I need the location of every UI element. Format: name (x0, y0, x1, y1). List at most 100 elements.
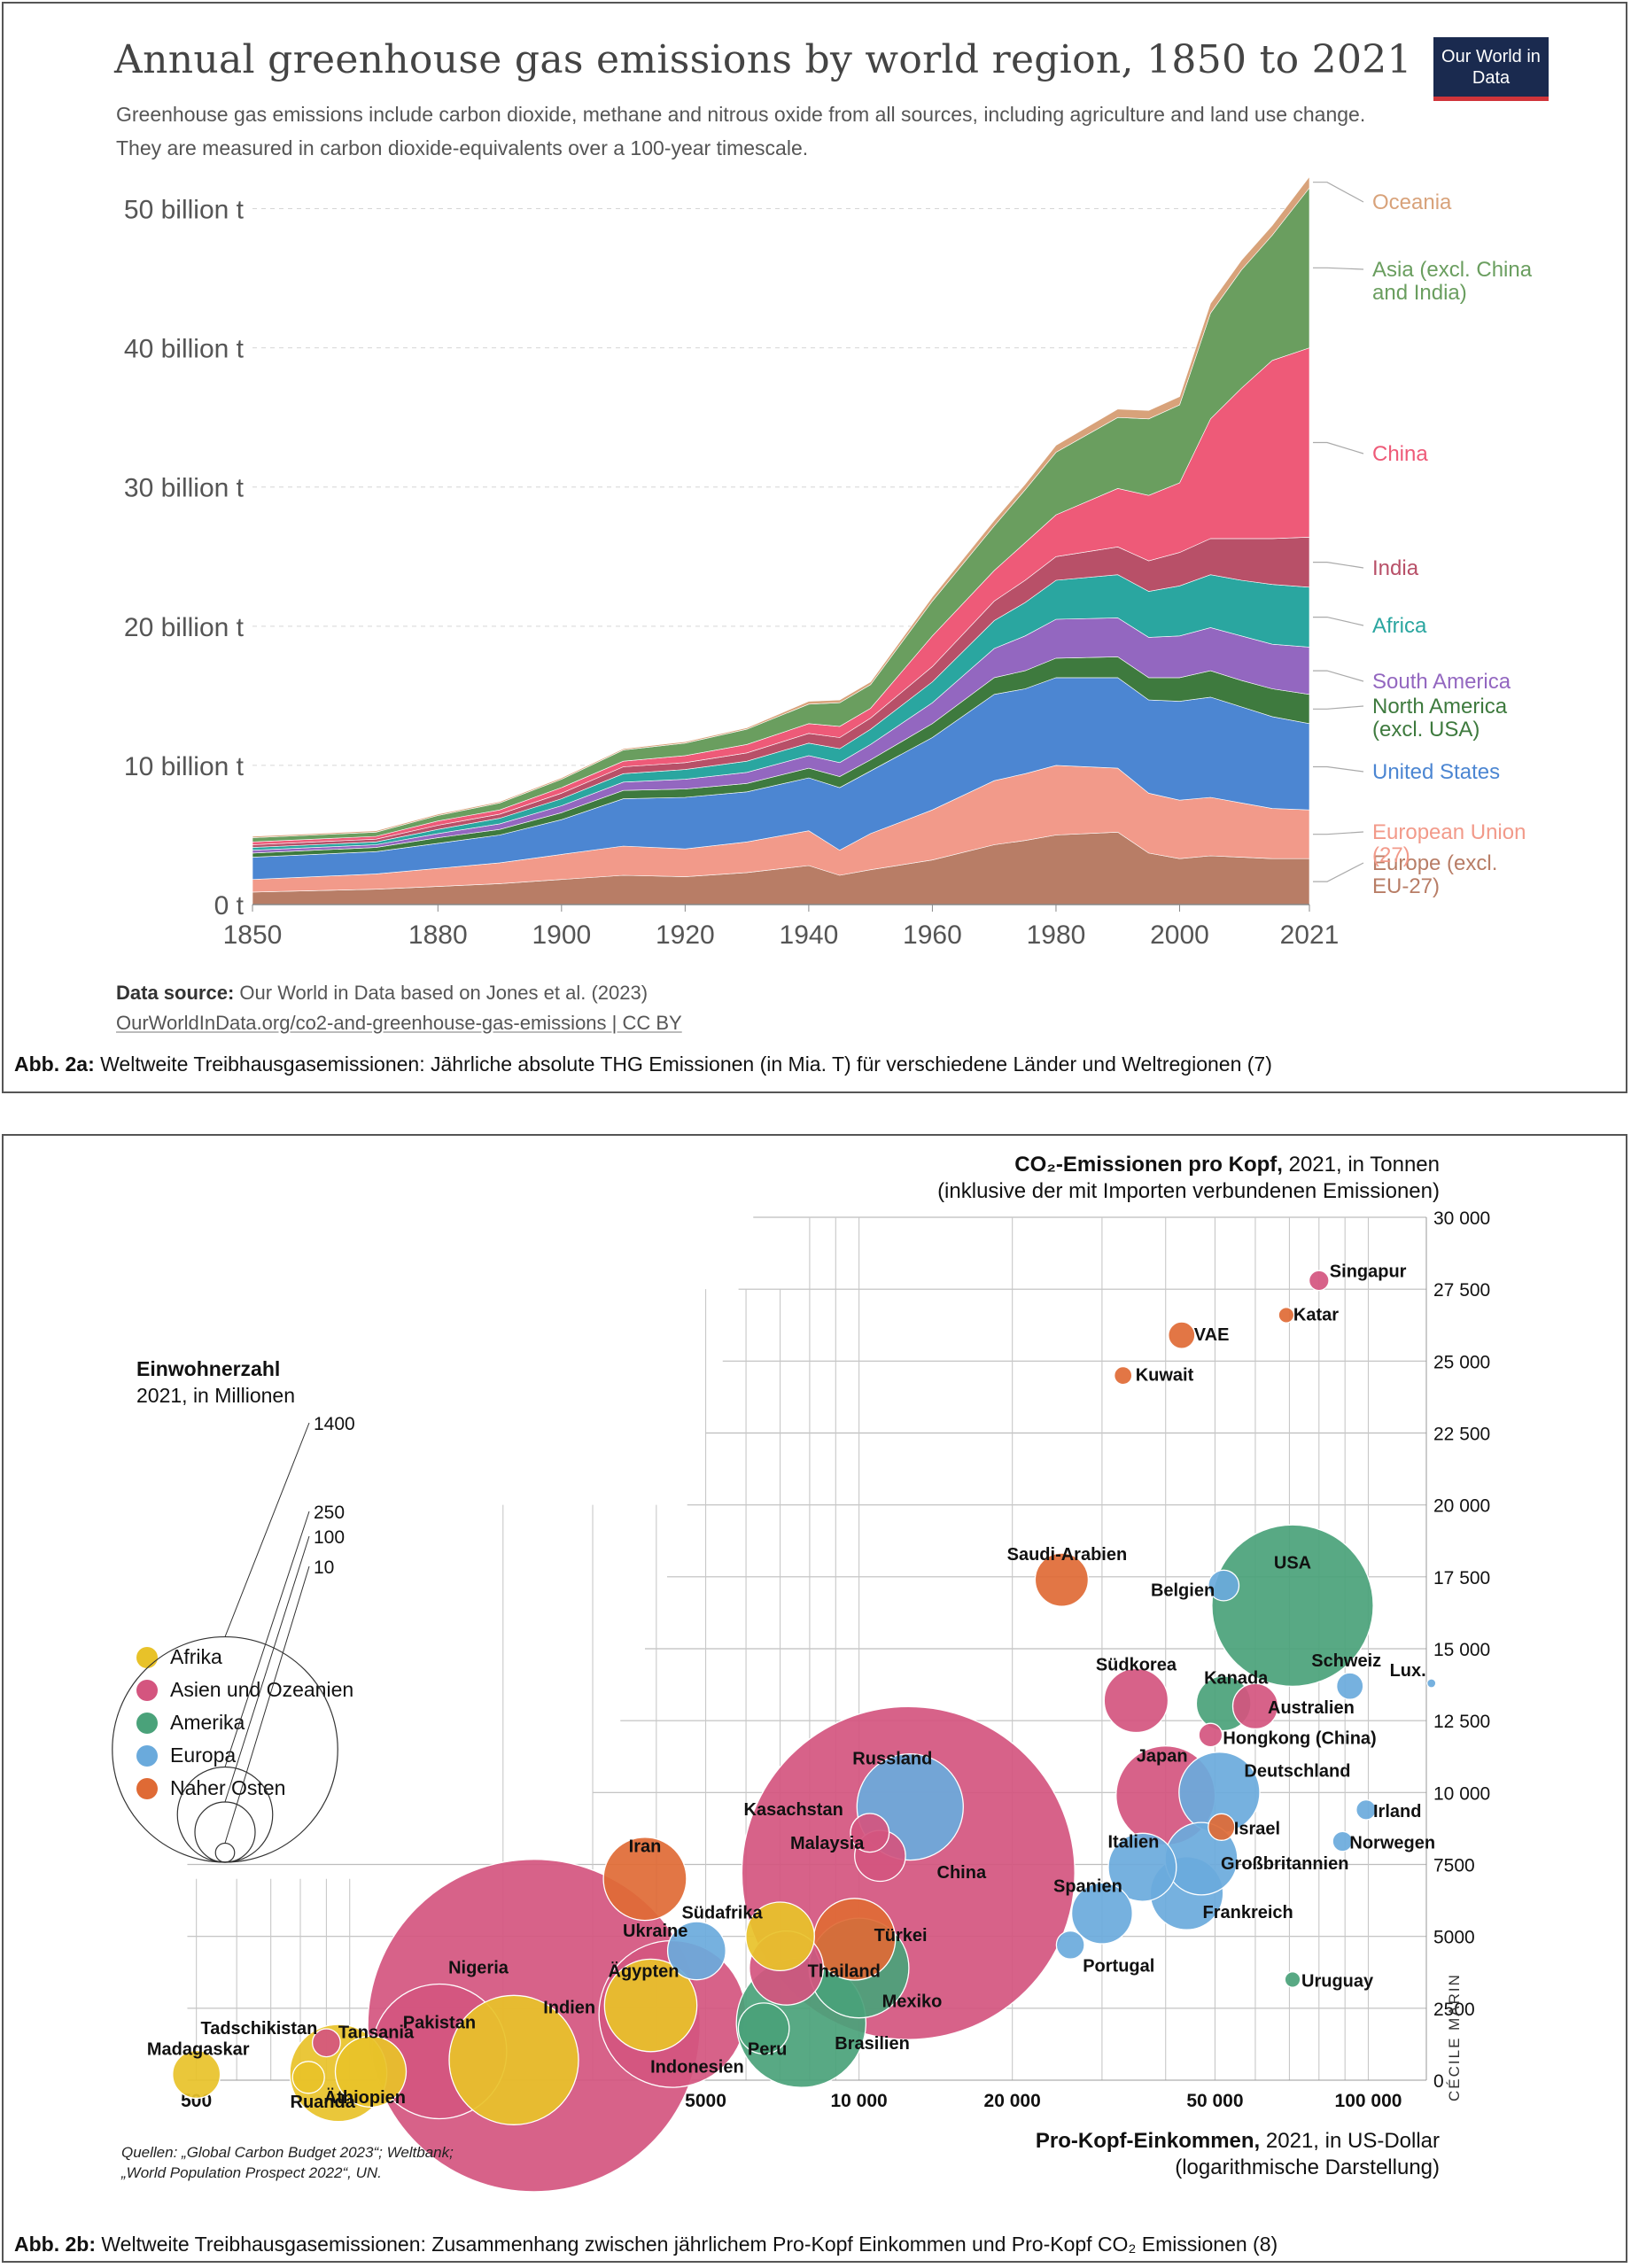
bubble-katar[interactable] (1278, 1307, 1295, 1324)
area-oceania[interactable] (252, 175, 1310, 838)
series-label-line: Asia (excl. China (1372, 258, 1533, 282)
y-tick-label: 30 000 (1433, 1208, 1490, 1229)
bubble-hongkong-china[interactable] (1198, 1722, 1223, 1748)
bubble-nigeria[interactable] (448, 1994, 579, 2125)
bubble-label-indien: Indien (543, 1998, 595, 2017)
series-label-india: India (1372, 556, 1419, 580)
series-label-line: India (1372, 556, 1419, 580)
bubble-peru[interactable] (737, 2002, 790, 2054)
bubble-label-israel: Israel (1234, 1819, 1280, 1838)
bubble-ukraine[interactable] (666, 1921, 726, 1981)
legend-label: Naher Osten (170, 1776, 286, 1799)
size-legend-circle (214, 1842, 236, 1863)
bubble-iran[interactable] (602, 1837, 687, 1922)
legend-item-europa: Europa (136, 1739, 353, 1772)
y-tick-label: 12 500 (1433, 1712, 1490, 1732)
y-axis-title: CO₂-Emissionen pro Kopf, 2021, in Tonnen… (937, 1152, 1440, 1205)
label-leader-line (1313, 831, 1364, 835)
bubble-norwegen[interactable] (1332, 1830, 1354, 1852)
source-url[interactable]: OurWorldInData.org/co2-and-greenhouse-ga… (116, 1012, 682, 1034)
y-tick-label: 0 (1433, 2071, 1444, 2092)
x-tick-label: 2000 (1150, 920, 1209, 950)
x-tick-label: 100 000 (1335, 2091, 1402, 2111)
size-legend-circle (112, 1635, 338, 1863)
caption-a-label: Abb. 2a: (14, 1052, 95, 1076)
bubble-lux[interactable] (1426, 1678, 1437, 1689)
size-legend-leader (224, 1565, 310, 1844)
series-label-asia-excl-china-and-india: Asia (excl. China and India) (1372, 258, 1533, 305)
bubble-sudkorea[interactable] (1103, 1667, 1169, 1734)
bubble-label-irland: Irland (1373, 1802, 1421, 1821)
author-credit: CÉCILE MARIN (1446, 1973, 1463, 2101)
x-tick-label: 1850 (223, 920, 283, 950)
label-leader-line (1313, 616, 1364, 626)
size-legend-label: 10 (314, 1557, 334, 1578)
legend-swatch (136, 1744, 158, 1767)
legend-swatch (136, 1646, 158, 1668)
bubble-label-athiopien: Äthiopien (324, 2087, 406, 2108)
x-axis-title-bold: Pro-Kopf-Einkommen, (1035, 2129, 1261, 2153)
size-legend-title: Einwohnerzahl 2021, in Millionen (136, 1355, 295, 1409)
legend-label: Europa (170, 1744, 237, 1767)
bubble-label-italien: Italien (1108, 1833, 1160, 1852)
bubble-label-tadschikistan: Tadschikistan (200, 2019, 317, 2039)
x-tick-label: 20 000 (984, 2091, 1041, 2111)
bubble-australien[interactable] (1231, 1682, 1279, 1730)
series-label-line: European Union (1372, 820, 1526, 844)
bubble-ruanda[interactable] (291, 2061, 325, 2094)
bubble-agypten[interactable] (603, 1958, 698, 2053)
panel-area-chart: Annual greenhouse gas emissions by world… (2, 2, 1627, 1093)
bubble-label-portugal: Portugal (1083, 1956, 1154, 1976)
series-label-line: North America (1372, 695, 1508, 718)
bubble-saudi-arabien[interactable] (1034, 1552, 1090, 1607)
bubble-irland[interactable] (1355, 1798, 1377, 1821)
x-tick-label: 10 000 (830, 2091, 887, 2111)
bubble-portugal[interactable] (1055, 1930, 1085, 1960)
bubble-label-kanada: Kanada (1204, 1669, 1269, 1689)
bubble-belgien[interactable] (1208, 1569, 1240, 1602)
size-legend-sub: 2021, in Millionen (136, 1384, 296, 1407)
size-legend-leader (224, 1511, 310, 1767)
bubble-usa[interactable] (1211, 1524, 1374, 1688)
bubble-kasachstan[interactable] (850, 1813, 890, 1853)
size-legend-label: 250 (314, 1503, 345, 1523)
bubble-spanien[interactable] (1070, 1882, 1133, 1945)
x-tick-label: 50 000 (1186, 2091, 1243, 2111)
caption-b-text: Weltweite Treibhausgasemissionen: Zusamm… (101, 2233, 1278, 2256)
bubble-madagaskar[interactable] (172, 2049, 221, 2100)
bubble-sudafrika[interactable] (745, 1901, 815, 1972)
legend-label: Asien und Ozeanien (170, 1678, 354, 1701)
size-legend-label: 1400 (314, 1414, 355, 1434)
label-leader-line (1313, 441, 1364, 454)
bubble-label-brasilien: Brasilien (835, 2034, 909, 2054)
sources-line-1: Quellen: „Global Carbon Budget 2023“; We… (121, 2144, 454, 2161)
bubble-label-saudi-arabien: Saudi-Arabien (1007, 1545, 1128, 1565)
bubble-schweiz[interactable] (1336, 1672, 1364, 1700)
bubble-kuwait[interactable] (1114, 1365, 1133, 1386)
bubble-israel[interactable] (1208, 1813, 1236, 1841)
label-leader-line (1313, 670, 1364, 682)
x-tick-label: 1980 (1027, 920, 1086, 950)
label-leader-line (1313, 561, 1364, 569)
bubble-italien[interactable] (1107, 1832, 1177, 1902)
bubble-tadschikistan[interactable] (311, 2028, 341, 2058)
legend-item-afrika: Afrika (136, 1641, 353, 1674)
owid-logo[interactable]: Our World in Data (1433, 37, 1549, 101)
bubble-tansania[interactable] (334, 2035, 408, 2108)
x-tick-label: 1920 (656, 920, 715, 950)
bubble-singapur[interactable] (1308, 1270, 1330, 1292)
x-tick-label: 1880 (408, 920, 468, 950)
series-label-line: China (1372, 442, 1428, 466)
legend-swatch (136, 1679, 158, 1701)
x-tick-label: 5000 (685, 2091, 726, 2111)
bubble-label-uruguay: Uruguay (1301, 1971, 1374, 1991)
series-label-line: Europe (excl. (1372, 851, 1497, 875)
bubble-label-iran: Iran (629, 1837, 662, 1857)
caption-b-label: Abb. 2b: (14, 2233, 96, 2256)
bubble-label-hongkong-china: Hongkong (China) (1223, 1728, 1376, 1748)
bubble-label-gro-britannien: Großbritannien (1221, 1854, 1348, 1874)
bubble-vae[interactable] (1168, 1321, 1196, 1349)
bubble-uruguay[interactable] (1284, 1971, 1301, 1988)
series-label-oceania: Oceania (1372, 190, 1452, 214)
caption-b: Abb. 2b: Weltweite Treibhausgasemissione… (14, 2233, 1278, 2256)
